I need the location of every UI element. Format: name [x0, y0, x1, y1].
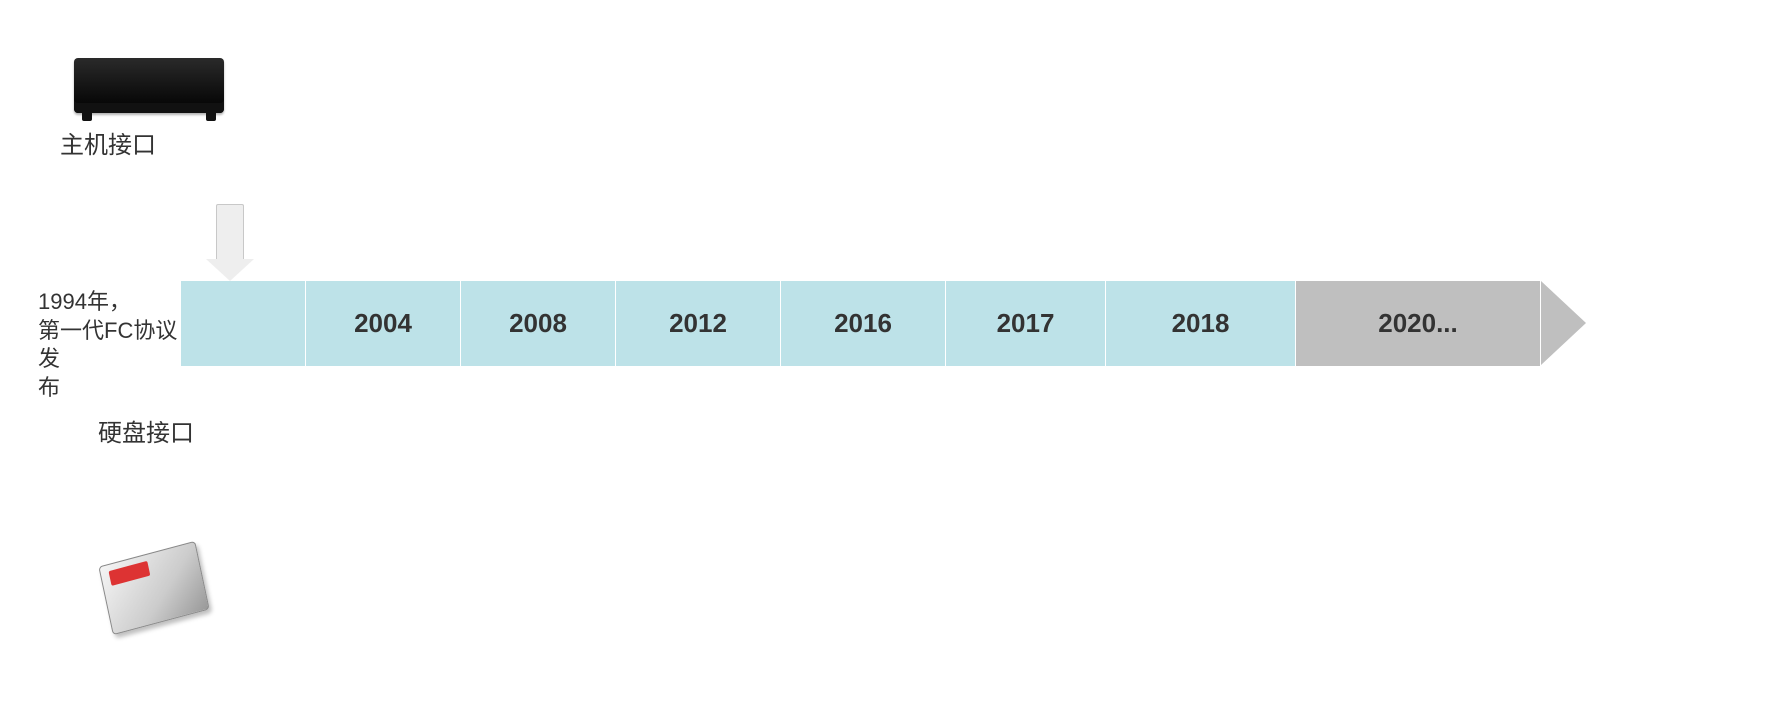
- ssd-icon: [98, 541, 209, 635]
- disk-interface-label: 硬盘接口: [98, 418, 194, 449]
- server-icon: [74, 58, 224, 113]
- timeline-segment: 2020...: [1296, 281, 1541, 366]
- timeline-segment: [181, 281, 306, 366]
- top-marker-arrow: [216, 204, 244, 281]
- timeline-segment: 2004: [306, 281, 461, 366]
- timeline-segment: 2017: [946, 281, 1106, 366]
- timeline-arrowhead: [1541, 281, 1586, 365]
- timeline-segment: 2012: [616, 281, 781, 366]
- host-interface-label: 主机接口: [60, 130, 156, 161]
- timeline-bar: 2004200820122016201720182020...: [181, 281, 1541, 366]
- timeline-origin-caption: 1994年， 第一代FC协议发 布: [38, 288, 178, 402]
- timeline-segment: 2016: [781, 281, 946, 366]
- timeline-segment: 2018: [1106, 281, 1296, 366]
- timeline-segment: 2008: [461, 281, 616, 366]
